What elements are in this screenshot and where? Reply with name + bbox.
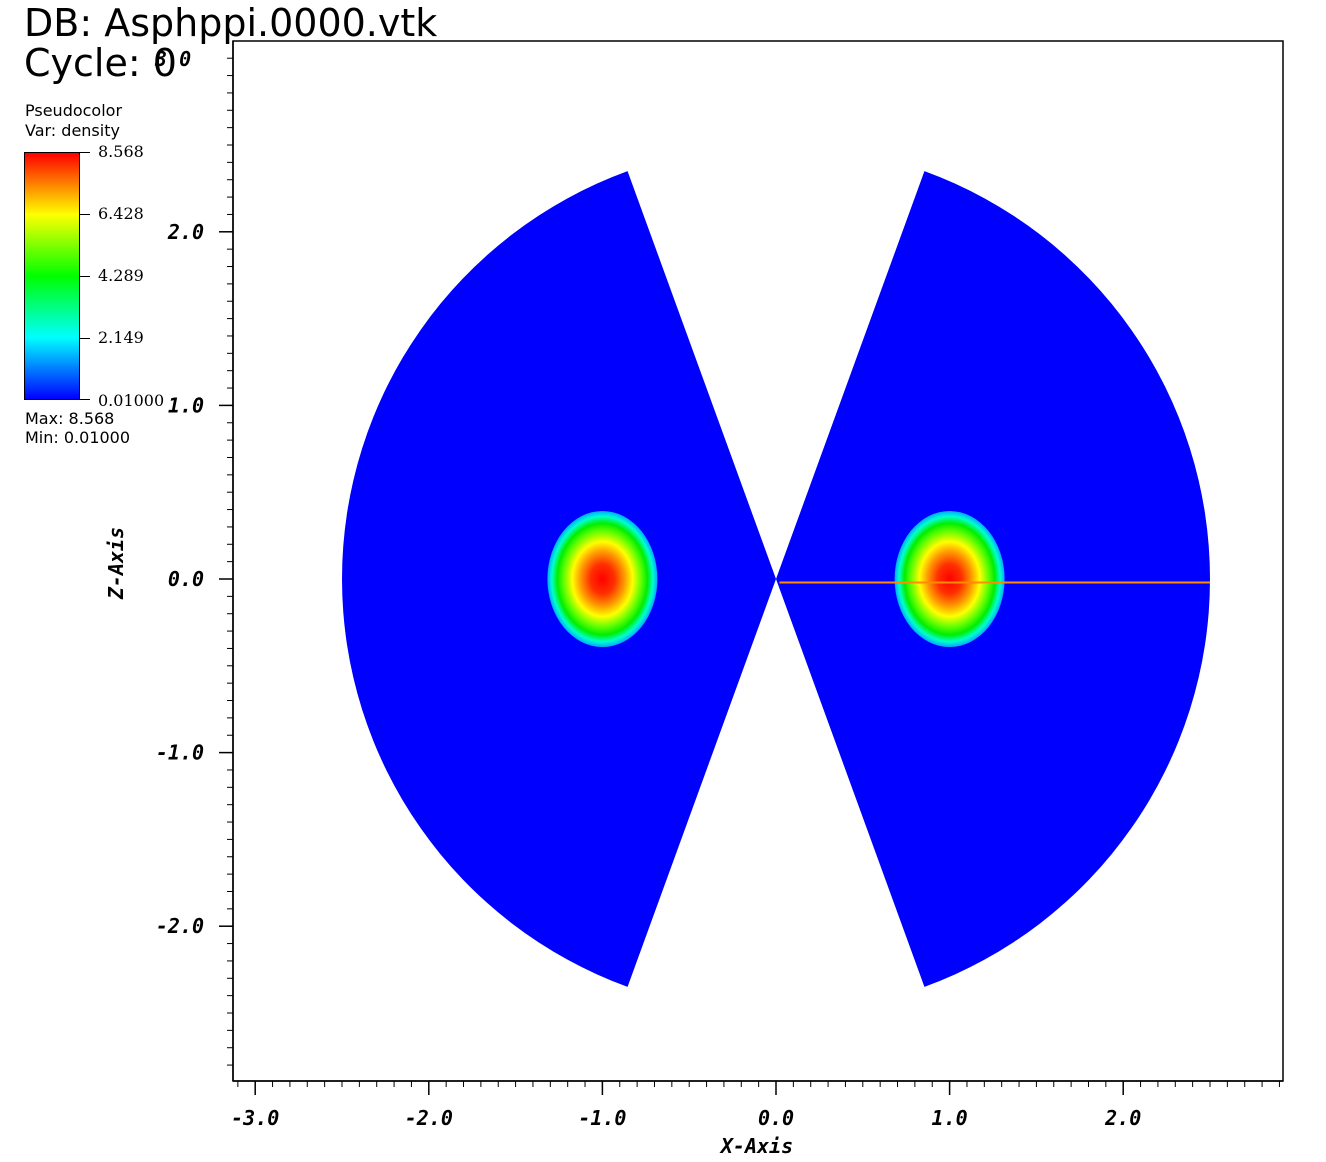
colorbar-label: 2.149 — [98, 328, 144, 347]
x-tick-label: 0.0 — [758, 1106, 794, 1130]
database-title: DB: Asphppi.0000.vtk — [24, 1, 438, 45]
colorbar-tick — [80, 338, 90, 339]
colorbar-label: 4.289 — [98, 266, 144, 285]
cycle-label: Cycle: 0 — [24, 41, 177, 85]
x-tick-label: -1.0 — [578, 1106, 626, 1130]
density-peak-2 — [894, 511, 1005, 647]
y-tick-label: -1.0 — [156, 741, 204, 765]
y-axis-title: Z-Axis — [104, 527, 128, 600]
x-tick-label: -2.0 — [405, 1106, 453, 1130]
legend-variable: Var: density — [25, 121, 120, 140]
x-axis-title: X-Axis — [719, 1134, 793, 1158]
x-tick-label: 1.0 — [932, 1106, 968, 1130]
y-tick-label: 2.0 — [167, 220, 204, 244]
legend-min: Min: 0.01000 — [25, 428, 131, 447]
y-tick-label: -2.0 — [156, 914, 204, 938]
y-tick-label: 0.0 — [168, 567, 204, 591]
y-tick-label: 1.0 — [168, 393, 204, 417]
legend-plot-type: Pseudocolor — [25, 101, 123, 120]
density-peak-1 — [547, 511, 658, 647]
overlap-tick-label: 3.0 — [154, 47, 191, 71]
colorbar-tick — [80, 276, 90, 277]
legend-max: Max: 8.568 — [25, 409, 115, 428]
colorbar-tick — [80, 214, 90, 215]
colorbar-label: 6.428 — [98, 204, 144, 223]
colorbar-label-max: 8.568 — [98, 142, 144, 161]
x-tick-label: -3.0 — [231, 1106, 279, 1130]
colorbar-tick — [80, 152, 90, 153]
colorbar-tick — [80, 399, 90, 400]
x-tick-label: 2.0 — [1104, 1106, 1141, 1130]
colorbar-label-min: 0.01000 — [98, 391, 165, 410]
colorbar — [24, 152, 80, 400]
